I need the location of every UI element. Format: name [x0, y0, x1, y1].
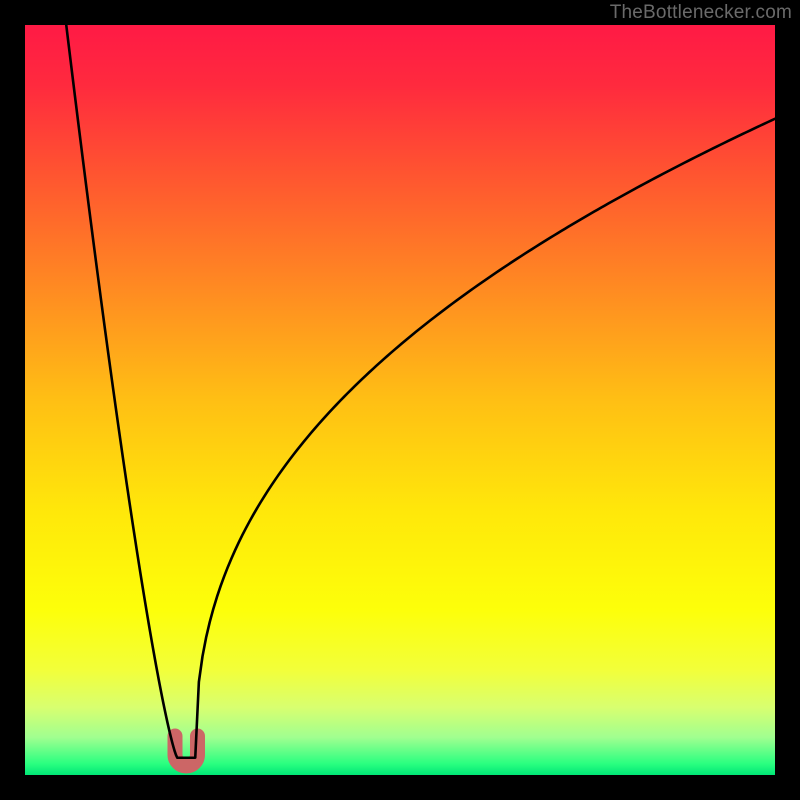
bottleneck-curve [66, 25, 775, 758]
minimum-marker-icon [175, 736, 198, 766]
plot-area [25, 25, 775, 775]
chart-container: TheBottlenecker.com [0, 0, 800, 800]
curve-svg [25, 25, 775, 775]
watermark-text: TheBottlenecker.com [610, 2, 792, 24]
